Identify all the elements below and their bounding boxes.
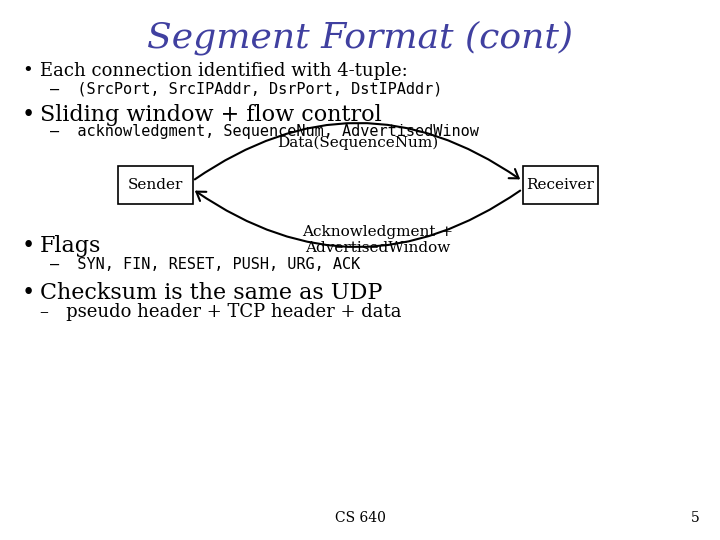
FancyArrowPatch shape	[195, 123, 518, 179]
Text: Segment Format (cont): Segment Format (cont)	[147, 20, 573, 55]
Text: Sliding window + flow control: Sliding window + flow control	[40, 104, 382, 126]
Text: Receiver: Receiver	[526, 178, 594, 192]
Text: •: •	[22, 104, 35, 126]
Text: •: •	[22, 282, 35, 304]
FancyArrowPatch shape	[197, 191, 521, 247]
Text: Checksum is the same as UDP: Checksum is the same as UDP	[40, 282, 382, 304]
Text: –   pseudo header + TCP header + data: – pseudo header + TCP header + data	[40, 303, 402, 321]
Text: •: •	[22, 62, 32, 80]
Text: Each connection identified with 4-tuple:: Each connection identified with 4-tuple:	[40, 62, 408, 80]
Text: Acknowledgment +
AdvertisedWindow: Acknowledgment + AdvertisedWindow	[302, 225, 453, 255]
Text: Sender: Sender	[127, 178, 183, 192]
Text: •: •	[22, 235, 35, 257]
Text: Data(SequenceNum): Data(SequenceNum)	[277, 136, 438, 150]
Bar	[523, 166, 598, 204]
Bar	[117, 166, 192, 204]
Text: CS 640: CS 640	[335, 511, 385, 525]
Text: –  SYN, FIN, RESET, PUSH, URG, ACK: – SYN, FIN, RESET, PUSH, URG, ACK	[50, 257, 360, 272]
Text: 5: 5	[691, 511, 700, 525]
Text: –  acknowledgment, SequenceNum, AdvertisedWinow: – acknowledgment, SequenceNum, Advertise…	[50, 124, 479, 139]
Text: –  (SrcPort, SrcIPAddr, DsrPort, DstIPAddr): – (SrcPort, SrcIPAddr, DsrPort, DstIPAdd…	[50, 81, 442, 96]
Text: Flags: Flags	[40, 235, 102, 257]
